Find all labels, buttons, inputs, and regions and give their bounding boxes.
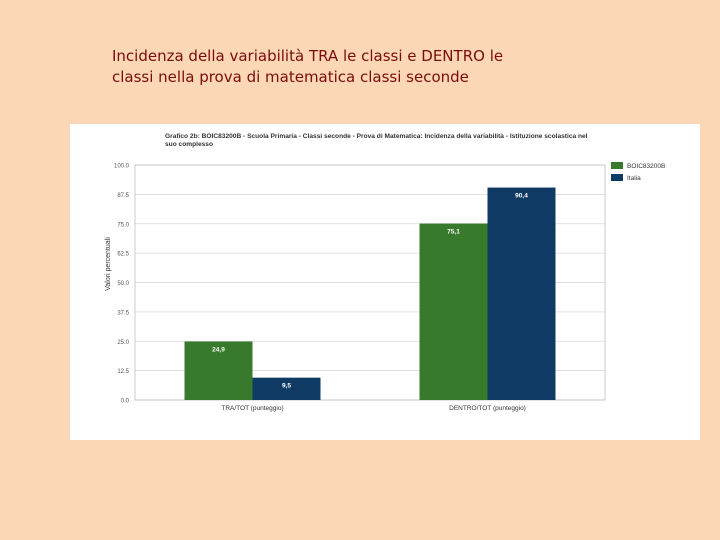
legend-label: BOIC83200B (627, 163, 665, 170)
y-tick-label: 100.0 (114, 164, 130, 170)
y-tick-label: 37.5 (117, 310, 129, 316)
y-tick-label: 50.0 (117, 281, 129, 287)
y-tick-label: 25.0 (117, 340, 129, 346)
data-label: 75,1 (447, 229, 460, 236)
bar-series-layer: 24,9 9,5 75,1 90,4 (184, 187, 556, 400)
data-label: 24,9 (212, 346, 225, 353)
x-category-labels: TRA/TOT (punteggio) DENTRO/TOT (punteggio… (221, 405, 525, 412)
y-tick-label: 12.5 (117, 369, 129, 375)
y-tick-label: 62.5 (117, 252, 129, 258)
chart-panel: Grafico 2b: BOIC83200B - Scuola Primaria… (70, 124, 700, 440)
y-tick-label: 75.0 (117, 222, 129, 228)
y-tick-label: 87.5 (117, 193, 129, 199)
legend-swatch (611, 162, 623, 169)
data-label: 90,4 (515, 193, 528, 200)
bar (419, 223, 488, 400)
bar (184, 341, 253, 400)
legend: BOIC83200B Italia (611, 162, 665, 182)
bar (487, 187, 556, 400)
bar (252, 377, 321, 400)
plot-frame (134, 164, 606, 401)
chart-title: Grafico 2b: BOIC83200B - Scuola Primaria… (165, 133, 588, 148)
y-axis-label: Valori percentuali (105, 237, 112, 291)
y-tick-labels: 0.0 12.5 25.0 37.5 50.0 62.5 75.0 87.5 100.0 (114, 164, 130, 405)
bar-chart: Grafico 2b: BOIC83200B - Scuola Primaria… (105, 133, 665, 412)
legend-swatch (611, 174, 623, 181)
x-category-label: TRA/TOT (punteggio) (221, 405, 283, 412)
slide-title: Incidenza della variabilità TRA le class… (112, 47, 504, 86)
data-label: 9,5 (282, 383, 291, 390)
x-category-label: DENTRO/TOT (punteggio) (449, 405, 526, 412)
legend-label: Italia (627, 175, 641, 182)
y-tick-label: 0.0 (121, 399, 130, 405)
